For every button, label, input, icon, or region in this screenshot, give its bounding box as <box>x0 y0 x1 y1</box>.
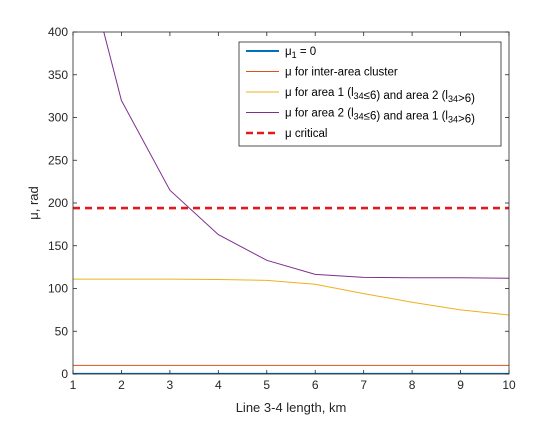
legend-label-4: μ for area 2 (l34≤6) and area 1 (l34>6) <box>285 108 475 126</box>
x-tick-label: 6 <box>312 378 319 392</box>
x-tick-label: 7 <box>360 378 367 392</box>
y-tick-label: 0 <box>61 367 68 381</box>
x-tick-label: 2 <box>118 378 125 392</box>
y-tick-label: 250 <box>48 153 68 167</box>
legend-box <box>238 41 502 147</box>
y-tick-label: 50 <box>55 324 69 338</box>
y-tick-label: 350 <box>48 68 68 82</box>
y-axis-label: μ, rad <box>26 186 41 220</box>
x-tick-label: 1 <box>70 378 77 392</box>
y-tick-label: 150 <box>48 239 68 253</box>
y-tick-label: 400 <box>48 25 68 39</box>
series-line-3 <box>73 278 509 316</box>
legend-label-3: μ for area 1 (l34≤6) and area 2 (l34>6) <box>285 87 475 105</box>
x-tick-label: 3 <box>167 378 174 392</box>
legend: μ1 = 0 μ for inter-area cluster μ for area… <box>238 41 502 147</box>
x-tick-label: 8 <box>409 378 416 392</box>
x-tick-label: 4 <box>215 378 222 392</box>
series-line-4 <box>103 32 509 279</box>
x-axis-label: Line 3-4 length, km <box>236 400 347 415</box>
y-tick-label: 300 <box>48 111 68 125</box>
legend-label-5: μ critical <box>285 128 327 140</box>
legend-label-1: μ1 = 0 <box>285 46 316 60</box>
x-tick-label: 10 <box>502 378 516 392</box>
y-tick-label: 200 <box>48 196 68 210</box>
y-tick-label: 100 <box>48 282 68 296</box>
legend-label-2: μ for inter-area cluster <box>285 67 398 79</box>
x-tick-label: 9 <box>457 378 464 392</box>
x-tick-label: 5 <box>263 378 270 392</box>
